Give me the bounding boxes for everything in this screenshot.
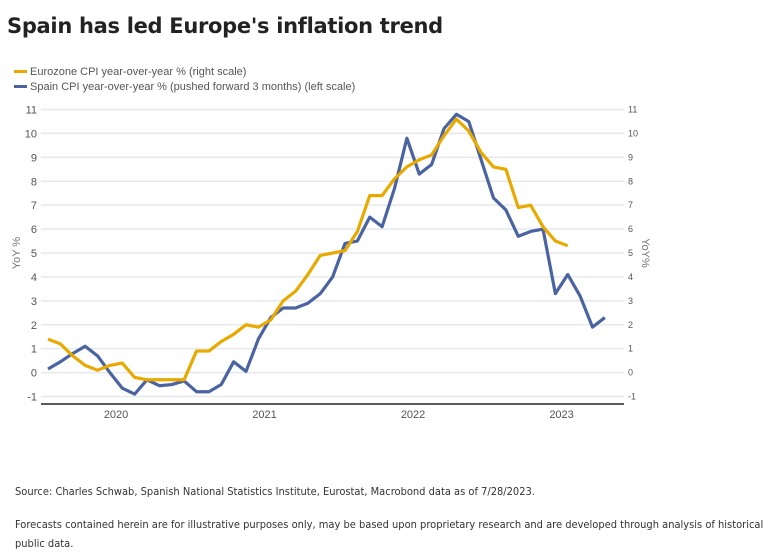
series-lines: [47, 112, 606, 396]
chart-title: Spain has led Europe's inflation trend: [7, 14, 443, 38]
legend-swatch-spain: [14, 85, 27, 88]
legend-label-eurozone: Eurozone CPI year-over-year % (right sca…: [30, 65, 247, 78]
legend-label-spain: Spain CPI year-over-year % (pushed forwa…: [30, 80, 356, 93]
x-tick-label: 2021: [252, 409, 276, 421]
y-tick-label-left: 4: [31, 272, 37, 284]
y-tick-label-right: 9: [628, 152, 633, 162]
y-tick-label-right: 11: [628, 105, 637, 115]
legend-item-spain: Spain CPI year-over-year % (pushed forwa…: [14, 79, 355, 94]
y-tick-label-left: 6: [31, 224, 37, 236]
y-axis-right: -1 0 1 2 3 4 5 6 7 8 9 10 11: [628, 105, 638, 402]
y-tick-label-left: 7: [31, 200, 37, 212]
y-tick-label-left: 8: [31, 176, 37, 188]
x-axis: 2020 2021 2022 2023: [104, 409, 574, 421]
y-tick-label-right: 10: [628, 128, 638, 138]
y-tick-label-right: 2: [628, 320, 633, 330]
y-tick-label-left: 1: [31, 344, 37, 356]
y-tick-label-right: 5: [628, 248, 633, 258]
y-tick-label-right: 7: [628, 200, 633, 210]
legend-swatch-eurozone: [14, 70, 27, 73]
y-tick-label-right: 8: [628, 176, 633, 186]
y-tick-label-left: -1: [27, 392, 37, 404]
x-tick-label: 2022: [401, 409, 425, 421]
y-tick-label-left: 10: [25, 128, 37, 140]
chart-legend: Eurozone CPI year-over-year % (right sca…: [14, 64, 355, 94]
y-tick-label-right: 0: [628, 368, 633, 378]
y-tick-label-left: 5: [31, 248, 37, 260]
y-tick-label-left: 3: [31, 296, 37, 308]
y-axis-right-title: YoY%: [639, 238, 651, 268]
y-tick-label-right: 1: [628, 344, 633, 354]
y-tick-label-left: 2: [31, 320, 37, 332]
y-tick-label-right: 4: [628, 272, 633, 282]
x-tick-label: 2020: [104, 409, 128, 421]
y-tick-label-left: 11: [26, 105, 37, 117]
y-tick-label-right: -1: [628, 392, 636, 402]
y-tick-label-left: 0: [31, 368, 37, 380]
y-axis-left-title: YoY %: [11, 237, 23, 270]
disclaimer-note: Forecasts contained herein are for illus…: [15, 518, 764, 550]
series-line-eurozone: [47, 117, 569, 382]
y-tick-label-right: 3: [628, 296, 633, 306]
y-tick-label-left: 9: [31, 152, 37, 164]
legend-item-eurozone: Eurozone CPI year-over-year % (right sca…: [14, 64, 355, 79]
series-line-spain: [47, 112, 606, 396]
x-tick-label: 2023: [549, 409, 573, 421]
source-note: Source: Charles Schwab, Spanish National…: [15, 485, 535, 498]
y-axis-left: -1 0 1 2 3 4 5 6 7 8 9 10 11: [25, 105, 37, 404]
y-tick-label-right: 6: [628, 224, 633, 234]
